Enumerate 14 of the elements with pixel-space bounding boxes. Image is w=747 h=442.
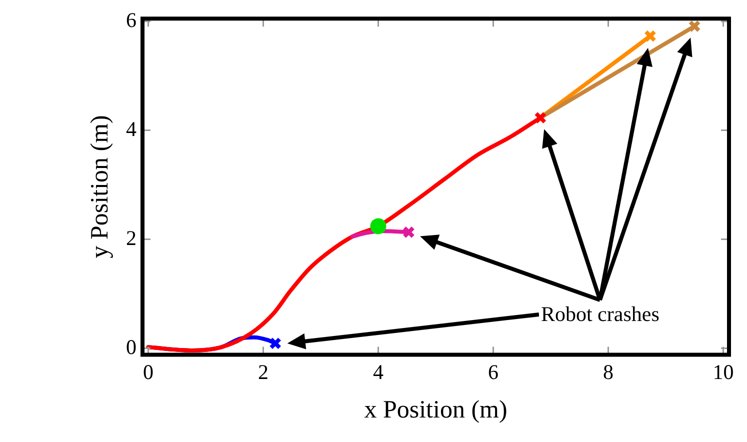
- y-tick-label: 4: [126, 116, 137, 141]
- y-tick-label: 0: [126, 334, 136, 359]
- annotation: Robot crashes: [538, 302, 662, 327]
- x-tick-label: 10: [712, 360, 734, 384]
- x-tick-label: 0: [143, 360, 154, 384]
- y-axis-title: y Position (m): [86, 115, 114, 258]
- x-tick-label: 4: [373, 360, 384, 384]
- x-tick-label: 2: [258, 360, 268, 384]
- x-axis-title: x Position (m): [364, 396, 508, 424]
- x-tick-label: 8: [603, 360, 614, 384]
- x-tick-label: 6: [488, 360, 498, 384]
- y-tick-label: 2: [126, 226, 136, 250]
- point: [370, 218, 386, 234]
- y-tick-label: 6: [126, 8, 136, 32]
